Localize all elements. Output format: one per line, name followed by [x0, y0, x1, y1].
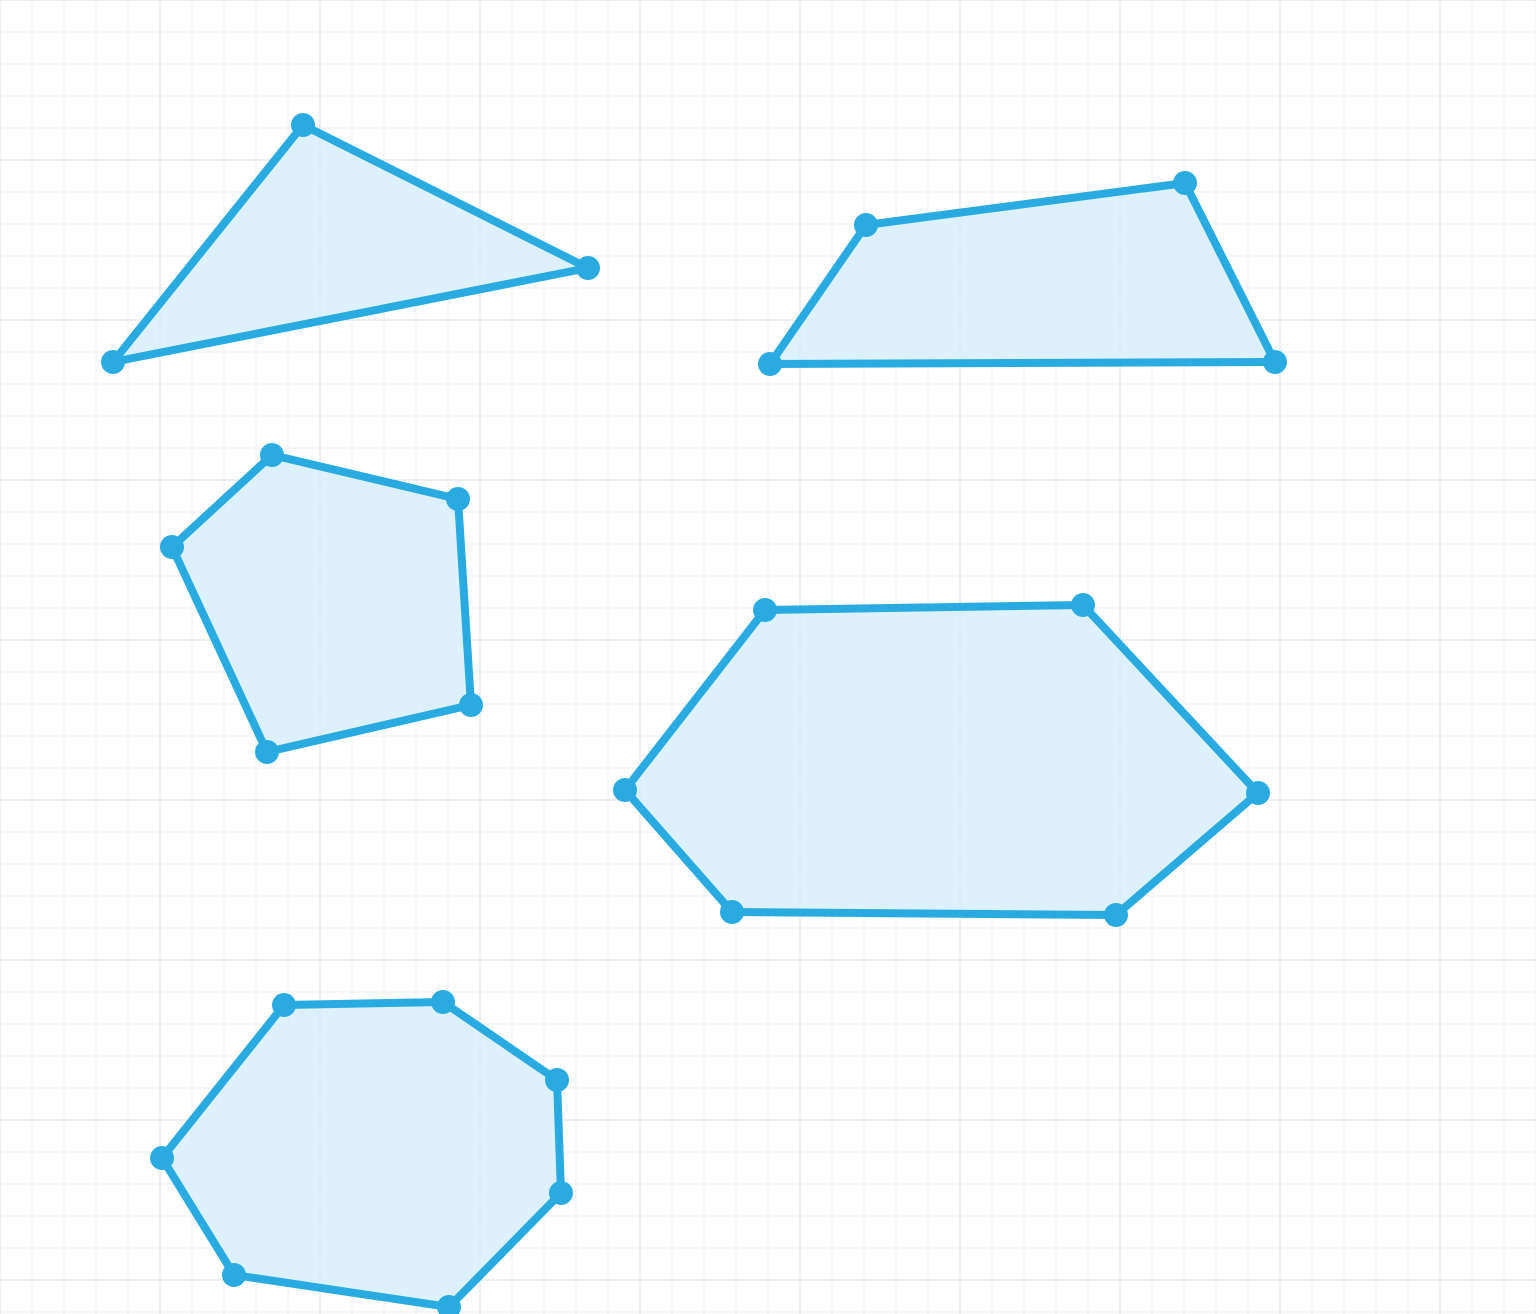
vertex-pentagon-3: [459, 693, 483, 717]
vertex-heptagon-4: [545, 1068, 569, 1092]
vertex-trapezoid-0: [758, 352, 782, 376]
vertex-hexagon-1: [753, 598, 777, 622]
vertex-trapezoid-2: [1173, 171, 1197, 195]
vertex-pentagon-2: [446, 487, 470, 511]
vertex-heptagon-3: [549, 1181, 573, 1205]
vertex-heptagon-1: [222, 1263, 246, 1287]
vertex-triangle-0: [101, 350, 125, 374]
diagram-canvas: [0, 0, 1536, 1314]
vertex-triangle-1: [291, 113, 315, 137]
vertex-trapezoid-1: [854, 213, 878, 237]
vertex-pentagon-1: [260, 443, 284, 467]
vertex-hexagon-4: [1104, 903, 1128, 927]
vertex-trapezoid-3: [1263, 350, 1287, 374]
vertex-triangle-2: [576, 256, 600, 280]
vertex-hexagon-3: [1246, 781, 1270, 805]
vertex-hexagon-0: [613, 778, 637, 802]
vertex-hexagon-5: [720, 900, 744, 924]
vertex-pentagon-0: [160, 535, 184, 559]
vertex-heptagon-0: [150, 1146, 174, 1170]
vertex-heptagon-5: [431, 990, 455, 1014]
vertex-hexagon-2: [1071, 593, 1095, 617]
vertex-heptagon-6: [272, 993, 296, 1017]
vertex-pentagon-4: [255, 740, 279, 764]
